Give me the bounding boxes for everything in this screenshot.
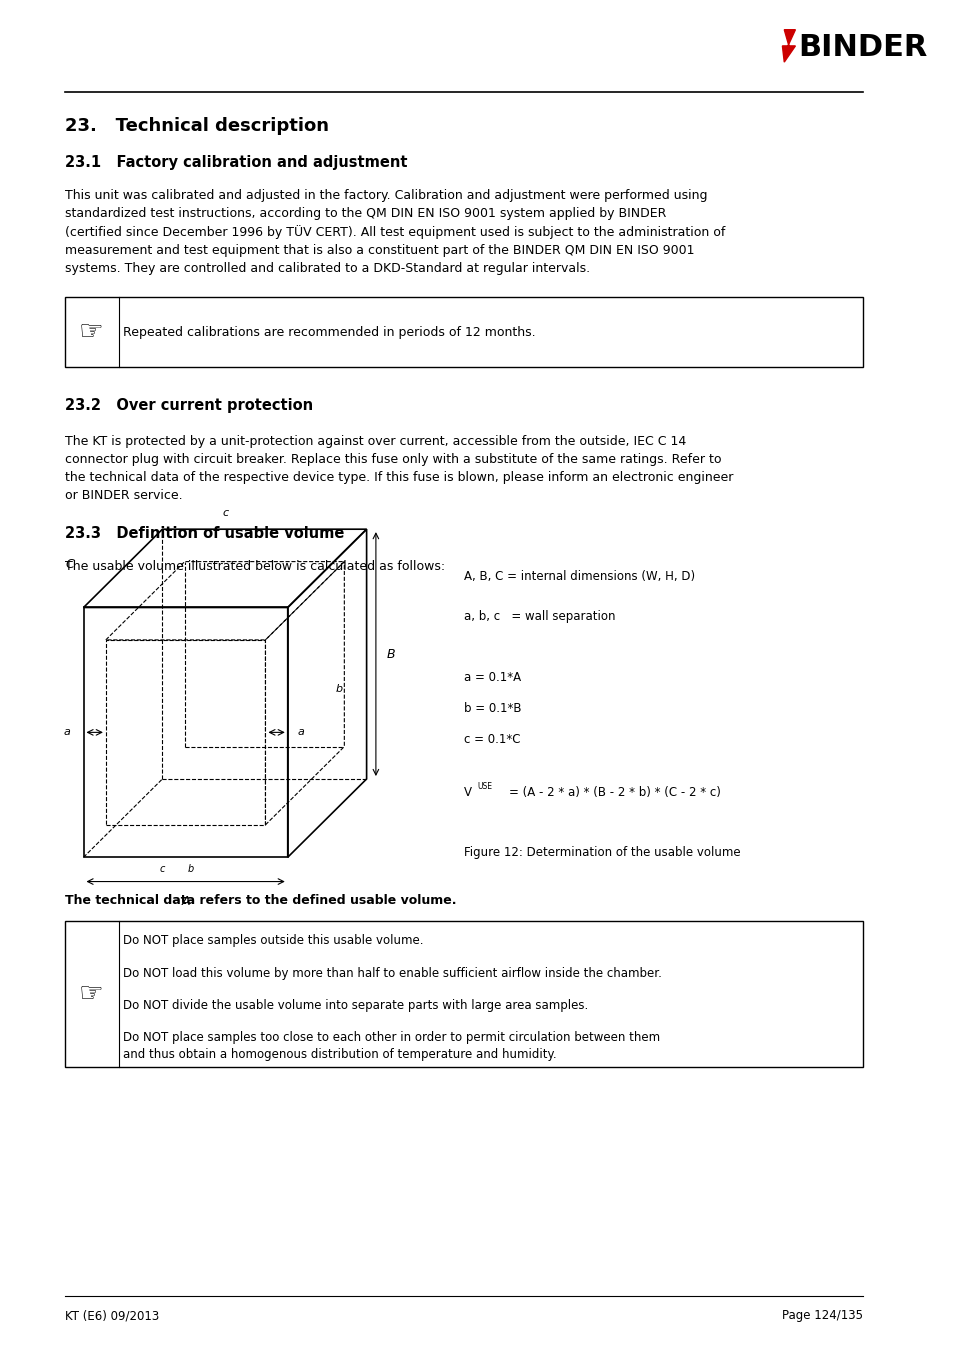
- Text: ☞: ☞: [78, 319, 103, 346]
- Text: 23.3   Definition of usable volume: 23.3 Definition of usable volume: [65, 526, 344, 541]
- Text: USE: USE: [476, 782, 492, 791]
- Text: c: c: [222, 509, 228, 518]
- Text: ☞: ☞: [78, 980, 103, 1007]
- Text: The usable volume illustrated below is calculated as follows:: The usable volume illustrated below is c…: [65, 560, 445, 574]
- Text: a, b, c   = wall separation: a, b, c = wall separation: [463, 610, 615, 624]
- Text: c = 0.1*C: c = 0.1*C: [463, 733, 520, 747]
- Text: Do NOT place samples outside this usable volume.: Do NOT place samples outside this usable…: [123, 934, 423, 948]
- FancyBboxPatch shape: [65, 297, 862, 367]
- Text: b = 0.1*B: b = 0.1*B: [463, 702, 521, 716]
- Text: Do NOT place samples too close to each other in order to permit circulation betw: Do NOT place samples too close to each o…: [123, 1031, 659, 1061]
- Text: 23.1   Factory calibration and adjustment: 23.1 Factory calibration and adjustment: [65, 155, 407, 170]
- Text: = (A - 2 * a) * (B - 2 * b) * (C - 2 * c): = (A - 2 * a) * (B - 2 * b) * (C - 2 * c…: [508, 786, 720, 799]
- Text: b: b: [335, 684, 342, 694]
- Text: c: c: [159, 864, 165, 873]
- Polygon shape: [781, 30, 795, 62]
- Text: Figure 12: Determination of the usable volume: Figure 12: Determination of the usable v…: [463, 846, 740, 860]
- Text: B: B: [387, 648, 395, 660]
- Text: This unit was calibrated and adjusted in the factory. Calibration and adjustment: This unit was calibrated and adjusted in…: [65, 189, 724, 275]
- Text: A: A: [181, 895, 190, 909]
- Text: C: C: [65, 558, 74, 571]
- FancyBboxPatch shape: [65, 921, 862, 1066]
- Text: BINDER: BINDER: [798, 32, 926, 62]
- Text: The technical data refers to the defined usable volume.: The technical data refers to the defined…: [65, 894, 456, 907]
- Text: Repeated calibrations are recommended in periods of 12 months.: Repeated calibrations are recommended in…: [123, 325, 536, 339]
- Text: KT (E6) 09/2013: KT (E6) 09/2013: [65, 1310, 159, 1323]
- Text: a: a: [63, 728, 71, 737]
- Text: 23.2   Over current protection: 23.2 Over current protection: [65, 398, 313, 413]
- Text: a: a: [297, 728, 304, 737]
- Text: A, B, C = internal dimensions (W, H, D): A, B, C = internal dimensions (W, H, D): [463, 570, 695, 583]
- Text: 23.   Technical description: 23. Technical description: [65, 117, 329, 135]
- Text: a = 0.1*A: a = 0.1*A: [463, 671, 520, 684]
- Text: Do NOT load this volume by more than half to enable sufficient airflow inside th: Do NOT load this volume by more than hal…: [123, 967, 661, 980]
- Text: b: b: [187, 864, 193, 873]
- Text: V: V: [463, 786, 472, 799]
- Text: Do NOT divide the usable volume into separate parts with large area samples.: Do NOT divide the usable volume into sep…: [123, 999, 588, 1012]
- Text: The KT is protected by a unit-protection against over current, accessible from t: The KT is protected by a unit-protection…: [65, 435, 733, 502]
- Text: Page 124/135: Page 124/135: [781, 1310, 862, 1323]
